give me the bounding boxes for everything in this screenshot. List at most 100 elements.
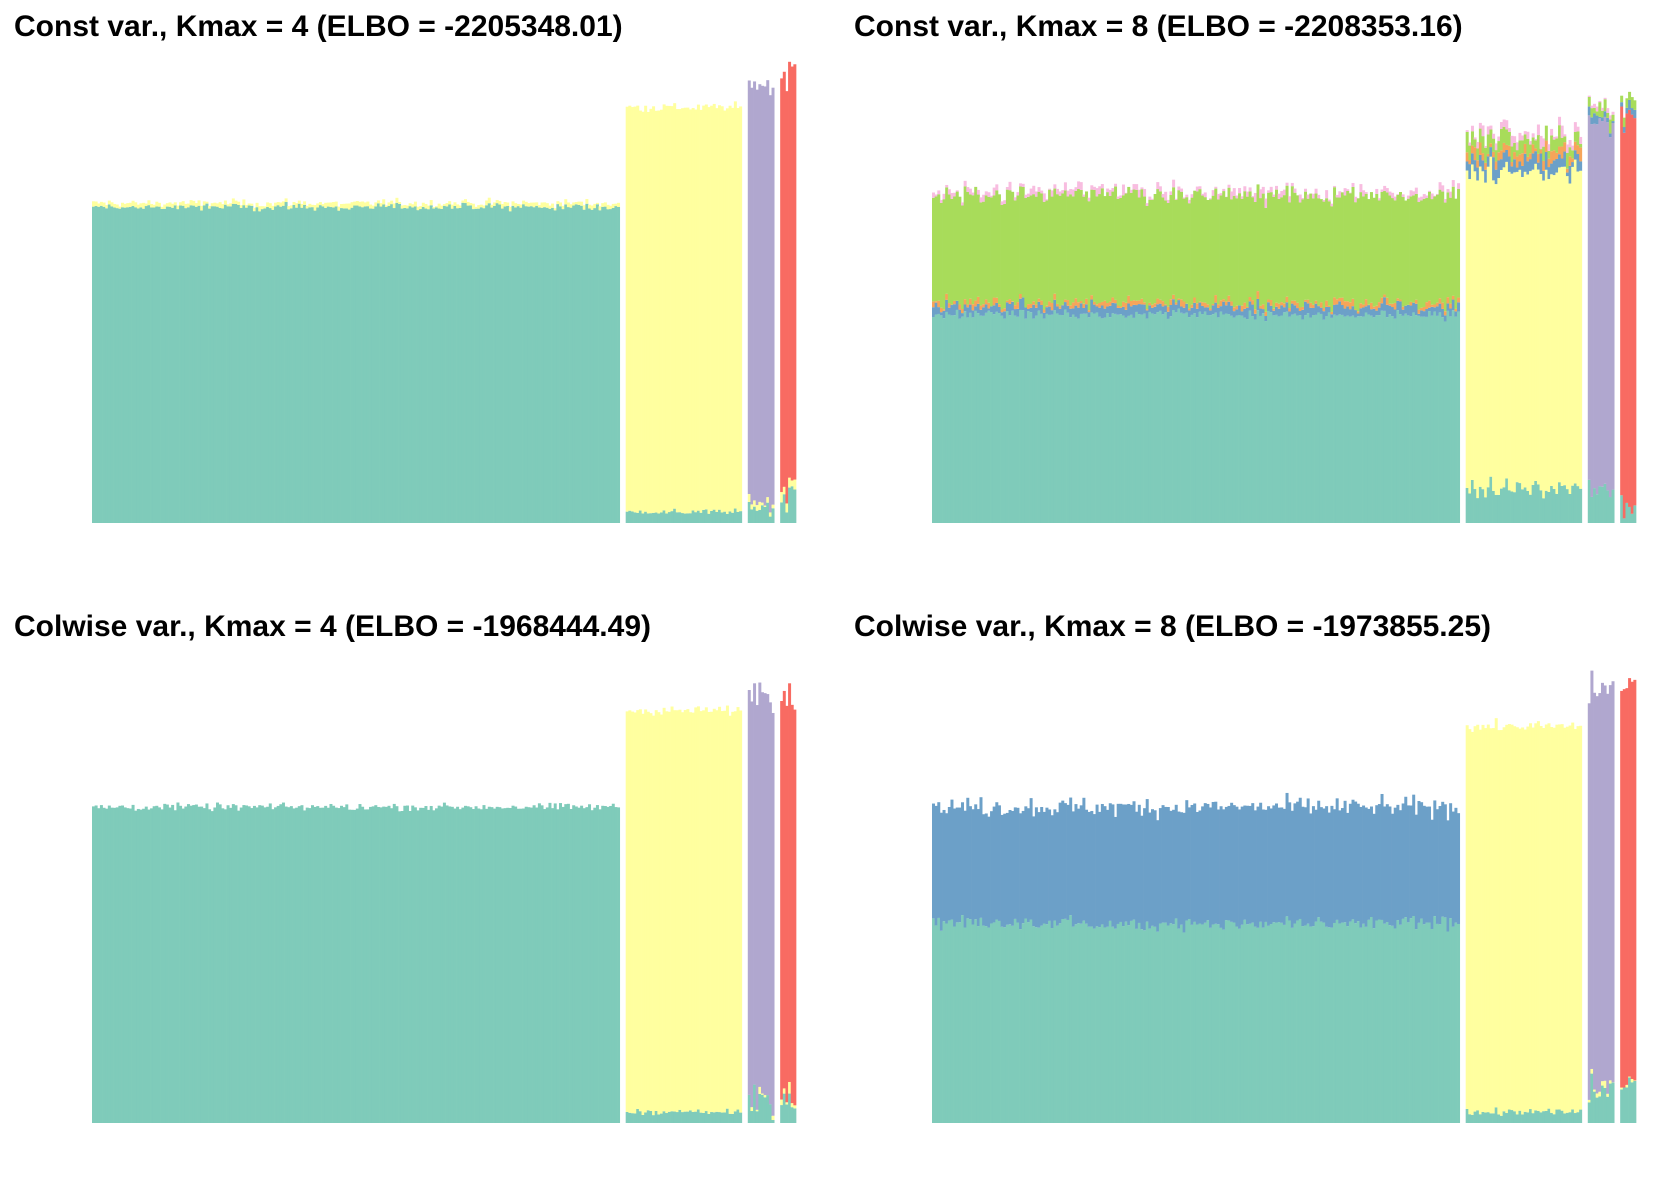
loading-bar-k7	[1499, 128, 1503, 151]
loading-bar-k8	[1135, 184, 1139, 190]
loading-bar-k1	[1061, 919, 1065, 1123]
loading-bar-k5	[1306, 303, 1310, 314]
loading-bar-k1	[771, 508, 775, 523]
loading-bar-k2	[429, 200, 433, 206]
loading-bar-k1	[1606, 1096, 1610, 1123]
loading-bar-k1	[403, 805, 407, 1123]
loading-bar-k1	[1209, 315, 1213, 523]
loading-bar-k1	[118, 208, 122, 523]
loading-bar-k2	[625, 711, 629, 1112]
loading-bar-k2	[202, 201, 206, 206]
loading-bar-k1	[128, 808, 132, 1123]
loading-bar-k5	[1106, 306, 1110, 314]
loading-bar-k1	[718, 1112, 722, 1123]
loading-bar-k1	[681, 1112, 685, 1123]
loading-bar-k1	[723, 1112, 727, 1123]
loading-bar-k5	[1425, 309, 1429, 317]
loading-bar-k6	[1282, 303, 1286, 308]
loading-bar-k1	[1251, 922, 1255, 1123]
loading-bar-k1	[281, 205, 285, 523]
loading-bar-k5	[1111, 302, 1115, 314]
loading-bar-k1	[395, 806, 399, 1123]
loading-bar-k7	[1232, 195, 1236, 308]
loading-bar-k5	[1414, 814, 1418, 930]
loading-bar-k8	[1457, 183, 1461, 189]
loading-bar-k7	[1340, 192, 1344, 298]
loading-bar-k5	[1338, 301, 1342, 315]
loading-bar-k1	[482, 208, 486, 524]
loading-bar-k1	[334, 206, 338, 523]
loading-bar-k8	[1606, 108, 1610, 113]
loading-bar-k7	[1121, 195, 1125, 302]
loading-bar-k8	[1430, 193, 1434, 200]
loading-bar-k1	[1340, 314, 1344, 523]
loading-bar-k1	[1164, 922, 1168, 1123]
loading-bar-k8	[1351, 182, 1355, 187]
loading-bar-k2	[678, 709, 682, 1110]
loading-bar-k2	[733, 101, 737, 509]
loading-bar-k1	[324, 207, 328, 523]
loading-bar-k2	[173, 202, 177, 206]
loading-bar-k1	[646, 513, 650, 523]
loading-bar-k1	[1219, 311, 1223, 523]
loading-bar-k1	[657, 513, 661, 523]
loading-bar-k7	[1369, 192, 1373, 303]
loading-bar-k2	[702, 710, 706, 1113]
loading-bar-k7	[1322, 201, 1326, 308]
loading-bar-k8	[1306, 194, 1310, 199]
loading-bar-k1	[1045, 313, 1049, 523]
loading-bar-k1	[168, 807, 172, 1123]
loading-bar-k5	[1219, 806, 1223, 928]
loading-bar-k6	[1380, 297, 1384, 304]
loading-bar-k2	[1492, 728, 1496, 1114]
loading-bar-k2	[466, 201, 470, 206]
loading-bar-k2	[670, 106, 674, 512]
loading-bar-k1	[1314, 921, 1318, 1123]
loading-bar-k1	[313, 806, 317, 1123]
loading-bar-k6	[1106, 303, 1110, 307]
loading-bar-k5	[1314, 303, 1318, 315]
loading-bar-k8	[1560, 125, 1564, 138]
loading-bar-k1	[678, 512, 682, 523]
loading-bar-k2	[595, 202, 599, 205]
loading-bar-k8	[1019, 183, 1023, 187]
loading-bar-k6	[1465, 152, 1469, 162]
loading-bar-k1	[1367, 919, 1371, 1123]
loading-bar-k1	[308, 207, 312, 523]
loading-bar-k8	[1388, 191, 1392, 196]
loading-bar-k5	[1406, 304, 1410, 316]
loading-bar-k6	[945, 293, 949, 300]
loading-bar-k2	[1558, 724, 1562, 1110]
loading-bar-k1	[192, 205, 196, 523]
loading-bar-k1	[1465, 1108, 1469, 1123]
loading-bar-k4	[1625, 113, 1629, 503]
loading-bar-k7	[1422, 198, 1426, 307]
loading-bar-k5	[1026, 808, 1030, 923]
loading-bar-k1	[181, 808, 185, 1123]
loading-bar-k5	[1071, 308, 1075, 315]
loading-bar-k2	[606, 204, 610, 210]
loading-bar-k6	[1362, 304, 1366, 308]
loading-bar-k8	[1322, 199, 1326, 202]
loading-bar-k5	[1056, 812, 1059, 926]
loading-bar-k1	[469, 205, 473, 523]
loading-bar-k8	[1243, 186, 1247, 192]
loading-bar-k2	[603, 202, 607, 207]
loading-bar-k5	[1166, 807, 1170, 926]
loading-bar-k1	[1443, 917, 1447, 1123]
loading-bar-k5	[1119, 803, 1123, 922]
loading-bar-k8	[1245, 191, 1249, 197]
loading-bar-k6	[1333, 297, 1337, 305]
loading-bar-k5	[1124, 309, 1128, 318]
loading-bar-k6	[1198, 301, 1202, 303]
loading-bar-k1	[105, 208, 109, 524]
loading-bar-k1	[1449, 918, 1453, 1123]
loading-bar-k8	[1380, 189, 1384, 192]
loading-bar-k2	[681, 108, 685, 514]
loading-bar-k5	[1016, 807, 1020, 923]
loading-bar-k1	[1489, 476, 1493, 523]
loading-bar-k2	[710, 711, 714, 1113]
loading-bar-k1	[1633, 1080, 1637, 1123]
sample-group	[1587, 95, 1615, 523]
loading-bar-k6	[1251, 300, 1255, 305]
